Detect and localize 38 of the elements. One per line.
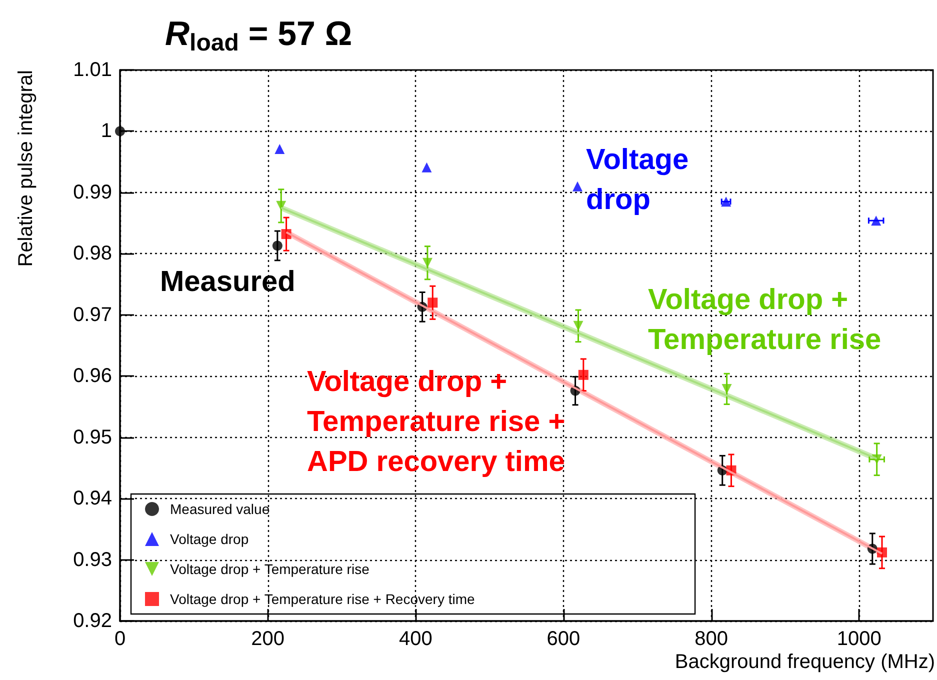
annotation: Voltage drop + Temperature rise — [648, 284, 882, 356]
annotation: Voltage drop — [586, 144, 689, 216]
annotation: Measured — [160, 266, 296, 298]
point — [578, 370, 588, 380]
point — [272, 240, 282, 251]
point — [422, 162, 432, 172]
x-tick-label: 800 — [694, 628, 728, 650]
x-tick-label: 400 — [398, 628, 432, 650]
point — [428, 298, 438, 308]
y-tick-label: 1.01 — [73, 59, 112, 81]
y-tick-label: 1 — [100, 120, 112, 142]
x-tick-label: 1000 — [836, 628, 882, 650]
point — [572, 181, 582, 192]
point — [276, 200, 286, 211]
x-tick-label: 200 — [251, 628, 285, 650]
legend-label: Voltage drop + Temperature rise — [170, 561, 370, 577]
legend-label: Voltage drop — [170, 531, 249, 547]
legend-label: Measured value — [170, 501, 270, 517]
y-tick-label: 0.94 — [73, 488, 112, 510]
y-tick-label: 0.97 — [73, 304, 112, 326]
legend-label: Voltage drop + Temperature rise + Recovery time — [170, 591, 475, 607]
y-tick-label: 0.98 — [73, 242, 112, 265]
y-tick-label: 0.95 — [73, 426, 112, 448]
x-axis-title: Background frequency (MHz) — [674, 651, 935, 673]
point — [274, 144, 285, 154]
y-tick-label: 0.96 — [73, 365, 112, 388]
point — [722, 384, 732, 394]
point — [573, 320, 584, 331]
y-tick-label: 0.99 — [73, 181, 112, 204]
y-axis-title: Relative pulse integral — [15, 70, 37, 267]
point — [115, 126, 125, 136]
y-tick-label: 0.93 — [73, 548, 112, 571]
point — [871, 216, 882, 226]
annotation: Voltage drop + Temperature rise + APD recovery time — [307, 366, 566, 478]
y-tick-label: 0.92 — [73, 610, 112, 632]
point — [422, 258, 432, 268]
x-tick-label: 0 — [114, 628, 126, 650]
x-tick-label: 600 — [546, 628, 580, 650]
